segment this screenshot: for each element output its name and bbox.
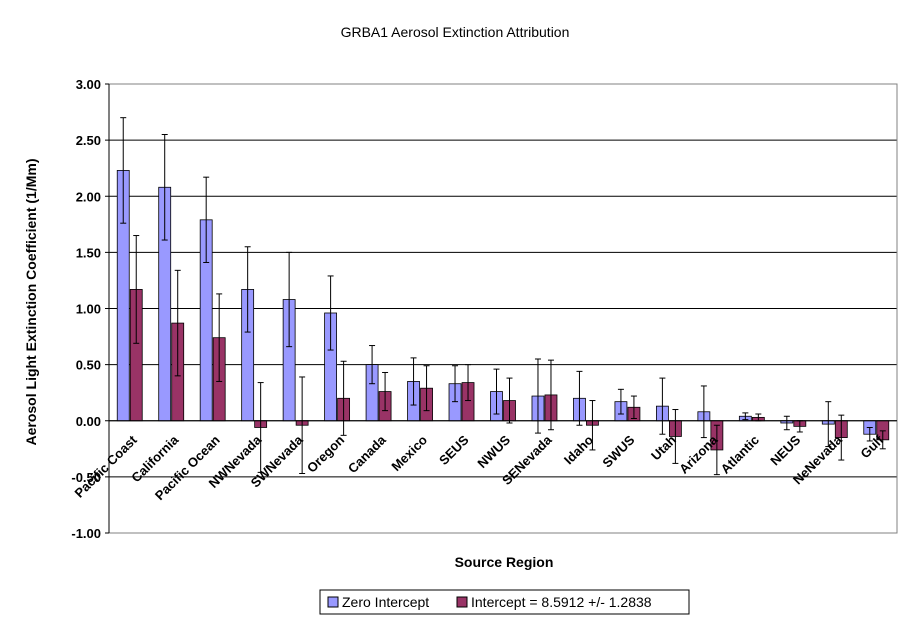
- legend-swatch-intercept: [456, 596, 468, 608]
- x-category-label: Pacific Coast: [72, 432, 141, 501]
- chart-title: GRBA1 Aerosol Extinction Attribution: [341, 24, 570, 40]
- x-category-label: NEUS: [767, 432, 803, 468]
- x-category-label: Mexico: [388, 432, 430, 474]
- legend: Zero Intercept Intercept = 8.5912 +/- 1.…: [319, 589, 690, 615]
- x-category-label: Oregon: [304, 432, 347, 475]
- x-category-label: NWUS: [474, 432, 513, 471]
- y-tick-label: 1.00: [76, 302, 101, 317]
- y-tick-label: 2.00: [76, 189, 101, 204]
- x-category-label: Canada: [345, 432, 389, 476]
- y-tick-label: -1.00: [71, 526, 101, 541]
- x-category-label: SEUS: [436, 432, 472, 468]
- error-bars: [120, 117, 886, 476]
- x-category-label: SWUS: [599, 432, 637, 470]
- bars: [116, 170, 890, 451]
- x-category-label: Utah: [648, 432, 679, 463]
- y-tick-label: 0.50: [76, 358, 101, 373]
- y-tick-label: 2.50: [76, 133, 101, 148]
- y-axis-title: Aerosol Light Extinction Coefficient (1/…: [23, 158, 39, 445]
- legend-swatch-zero-intercept: [327, 596, 339, 608]
- y-tick-label: -0.50: [71, 470, 101, 485]
- legend-label-intercept: Intercept = 8.5912 +/- 1.2838: [471, 594, 652, 610]
- legend-box: [319, 589, 690, 615]
- x-category-label: Arizona: [676, 432, 721, 477]
- x-category-label: Atlantic: [718, 432, 762, 476]
- x-axis-title: Source Region: [455, 554, 554, 570]
- y-tick-label: 1.50: [76, 245, 101, 260]
- y-tick-labels: 3.00 2.50 2.00 1.50 1.00 0.50 0.00 -0.50 -1.00: [71, 77, 109, 541]
- legend-label-zero-intercept: Zero Intercept: [342, 594, 429, 610]
- y-tick-label: 3.00: [76, 77, 101, 92]
- y-tick-label: 0.00: [76, 414, 101, 429]
